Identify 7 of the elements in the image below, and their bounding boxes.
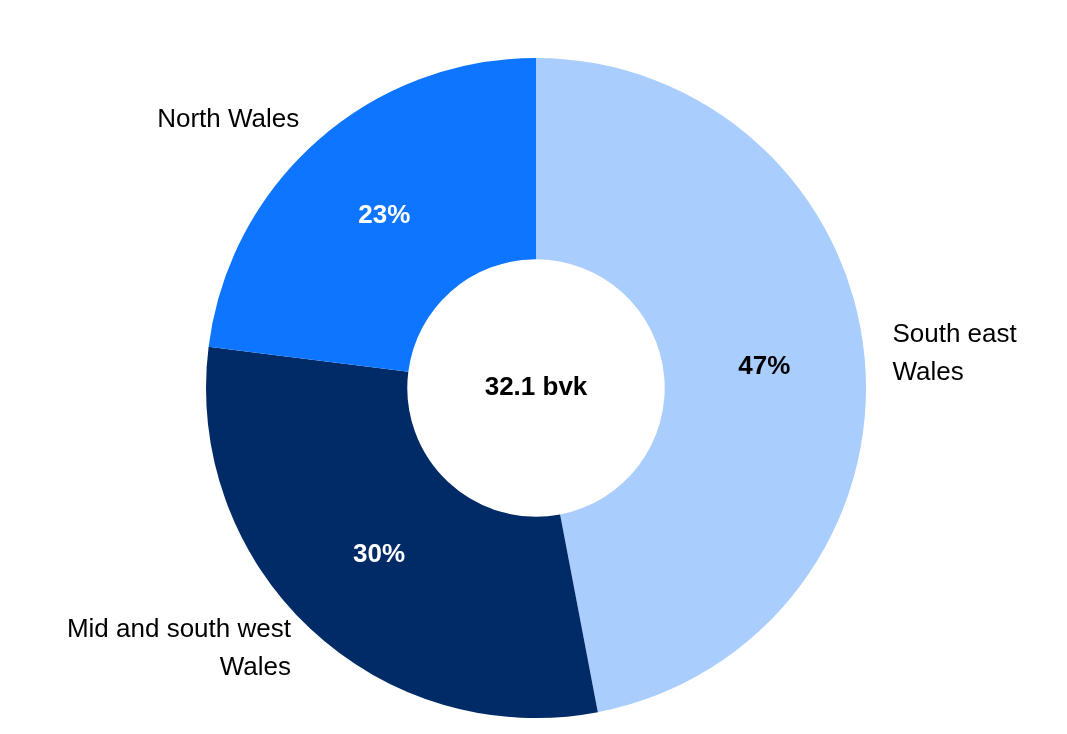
- slice-label: South east Wales: [892, 318, 1018, 387]
- data-label: 30%: [352, 538, 406, 569]
- data-label: 47%: [738, 349, 791, 380]
- slice-label: Mid and south west Wales: [66, 613, 292, 682]
- text: 32.1 bvk: [484, 371, 588, 402]
- slice-label: North Wales: [157, 102, 300, 133]
- data-label: 23%: [358, 199, 411, 230]
